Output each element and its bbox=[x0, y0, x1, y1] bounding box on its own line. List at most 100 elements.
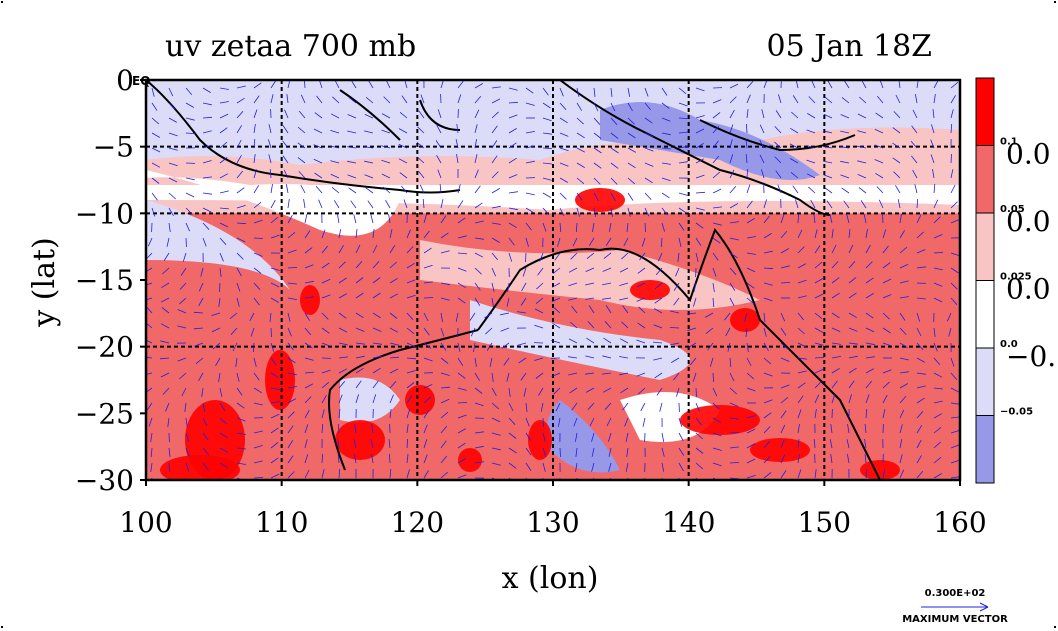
wind-vector bbox=[797, 409, 802, 419]
wind-vector bbox=[831, 244, 837, 254]
wind-vector bbox=[763, 312, 766, 323]
wind-vector bbox=[168, 462, 170, 473]
wind-vector bbox=[585, 297, 595, 300]
wind-vector bbox=[287, 455, 294, 464]
wind-vector bbox=[789, 143, 799, 149]
wind-vector bbox=[695, 252, 699, 262]
wind-vector bbox=[491, 86, 501, 89]
wind-vector bbox=[641, 237, 646, 247]
wind-vector bbox=[151, 132, 160, 138]
wind-vector bbox=[763, 412, 772, 419]
wind-vector bbox=[950, 109, 954, 119]
wind-vector bbox=[848, 312, 857, 319]
wind-vector bbox=[150, 462, 153, 472]
colorbar-level-label: 0.025 bbox=[1000, 272, 1032, 283]
wind-vector bbox=[418, 170, 425, 179]
wind-vector bbox=[848, 367, 857, 374]
wind-vector bbox=[406, 382, 415, 389]
wind-vector bbox=[759, 154, 765, 164]
wind-vector bbox=[729, 96, 737, 104]
wind-vector bbox=[806, 129, 816, 134]
wind-vector bbox=[831, 356, 841, 359]
wind-vector bbox=[639, 252, 646, 261]
x-tick-label: 130 bbox=[526, 506, 579, 539]
wind-vector bbox=[202, 447, 210, 456]
wind-vector bbox=[253, 342, 255, 353]
wind-vector bbox=[270, 357, 277, 366]
wind-vector bbox=[542, 417, 544, 428]
x-tick-label: 160 bbox=[933, 506, 986, 539]
maximum-vector-label: MAXIMUM VECTOR bbox=[902, 614, 1008, 625]
wind-vector bbox=[882, 327, 891, 334]
wind-vector bbox=[759, 124, 765, 134]
wind-vector bbox=[661, 177, 671, 182]
wind-vector bbox=[678, 417, 683, 427]
wind-vector bbox=[389, 368, 399, 374]
wind-vector bbox=[470, 327, 476, 337]
wind-vector bbox=[814, 245, 821, 254]
wind-vector bbox=[525, 252, 527, 263]
wind-vector bbox=[892, 157, 901, 164]
wind-vector bbox=[417, 156, 425, 164]
wind-vector bbox=[508, 128, 517, 134]
wind-vector bbox=[950, 252, 960, 257]
wind-vector bbox=[637, 267, 646, 274]
wind-vector bbox=[950, 430, 960, 434]
wind-vector bbox=[406, 294, 416, 299]
wind-vector bbox=[151, 177, 160, 184]
wind-vector bbox=[253, 267, 262, 274]
wind-vector bbox=[622, 305, 629, 314]
wind-vector bbox=[457, 184, 461, 194]
wind-vector bbox=[746, 282, 755, 289]
wind-vector bbox=[795, 199, 799, 209]
wind-vector bbox=[474, 445, 484, 449]
wind-vector bbox=[916, 411, 924, 419]
wind-vector bbox=[236, 111, 244, 119]
wind-vector bbox=[763, 215, 770, 224]
wind-vector bbox=[916, 266, 926, 269]
wind-vector bbox=[401, 95, 408, 104]
wind-vector bbox=[219, 113, 229, 119]
wind-vector bbox=[882, 262, 891, 269]
wind-vector bbox=[865, 394, 870, 404]
wind-vector bbox=[268, 124, 272, 134]
field-max-blob bbox=[405, 385, 435, 415]
wind-vector bbox=[491, 297, 494, 307]
wind-vector bbox=[249, 312, 255, 322]
wind-vector bbox=[474, 83, 483, 89]
wind-vector bbox=[831, 229, 834, 239]
wind-vector bbox=[587, 321, 595, 329]
wind-vector bbox=[146, 372, 153, 375]
wind-vector bbox=[150, 447, 153, 458]
wind-vector bbox=[592, 222, 595, 232]
wind-vector bbox=[763, 267, 774, 270]
wind-vector bbox=[388, 214, 391, 224]
wind-vector bbox=[865, 229, 868, 239]
wind-vector bbox=[321, 327, 330, 334]
wind-vector bbox=[625, 462, 629, 472]
wind-vector bbox=[423, 439, 428, 449]
wind-vector bbox=[507, 282, 510, 292]
wind-vector bbox=[585, 282, 595, 286]
wind-vector bbox=[678, 87, 687, 95]
wind-vector bbox=[202, 87, 211, 93]
wind-vector bbox=[365, 187, 374, 194]
wind-vector bbox=[644, 162, 654, 167]
wind-vector bbox=[508, 157, 517, 164]
wind-vector bbox=[559, 117, 568, 124]
wind-vector bbox=[603, 252, 612, 259]
wind-vector bbox=[780, 410, 787, 419]
field-negative-3 bbox=[546, 400, 620, 473]
wind-vector bbox=[659, 402, 663, 412]
wind-vector bbox=[297, 157, 306, 164]
wind-vector bbox=[950, 372, 958, 381]
wind-vector bbox=[347, 174, 357, 179]
wind-vector bbox=[552, 306, 561, 314]
wind-vector bbox=[661, 147, 671, 150]
wind-vector bbox=[304, 312, 310, 321]
wind-vector bbox=[185, 102, 194, 108]
wind-vector bbox=[270, 234, 280, 239]
wind-vector bbox=[746, 458, 756, 464]
wind-vector bbox=[211, 327, 221, 333]
wind-vector bbox=[661, 117, 671, 122]
